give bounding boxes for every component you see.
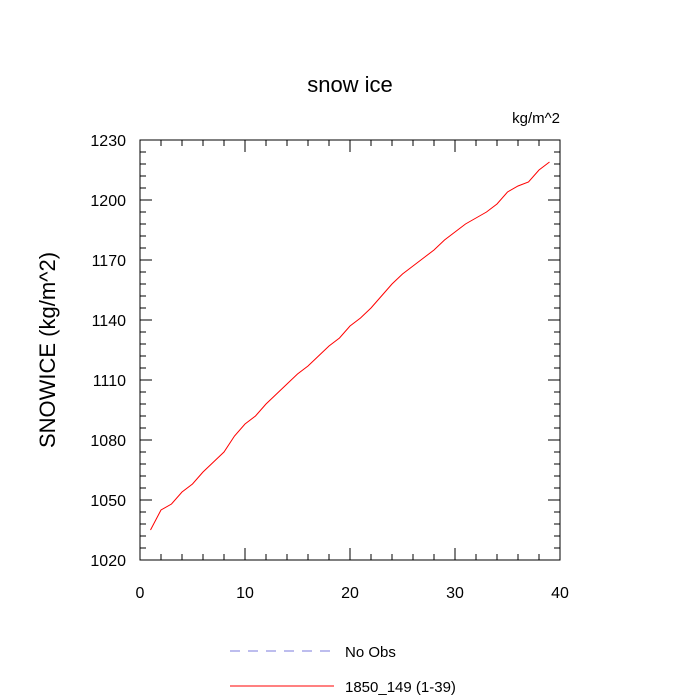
axis-tick-labels: 0 10 20 30 401020105010801110114011701200123… — [90, 133, 569, 602]
y-tick-label: 1050 — [90, 493, 126, 510]
units-label: kg/m^2 — [512, 110, 560, 127]
y-tick-label: 1020 — [90, 553, 126, 570]
series-layer — [150, 161, 550, 531]
axis-ticks — [139, 139, 561, 561]
x-tick-label: 30 — [446, 585, 464, 602]
legend-label-0: No Obs — [345, 644, 396, 661]
series-line-1 — [150, 161, 550, 531]
y-tick-label: 1170 — [92, 253, 127, 270]
x-tick-label: 10 — [236, 585, 254, 602]
x-tick-label: 20 — [341, 585, 359, 602]
legend: No Obs 1850_149 (1-39) — [230, 644, 456, 696]
y-axis-label: SNOWICE (kg/m^2) — [35, 252, 60, 448]
y-tick-label: 1140 — [92, 313, 127, 330]
x-tick-label: 0 — [136, 585, 145, 602]
chart-title: snow ice — [307, 72, 393, 97]
plot-frame — [139, 139, 561, 561]
y-tick-label: 1110 — [93, 373, 126, 390]
y-tick-label: 1080 — [90, 433, 126, 450]
legend-label-1: 1850_149 (1-39) — [345, 679, 456, 696]
x-tick-label: 40 — [551, 585, 569, 602]
y-tick-label: 1230 — [90, 133, 126, 150]
y-tick-label: 1200 — [90, 193, 126, 210]
